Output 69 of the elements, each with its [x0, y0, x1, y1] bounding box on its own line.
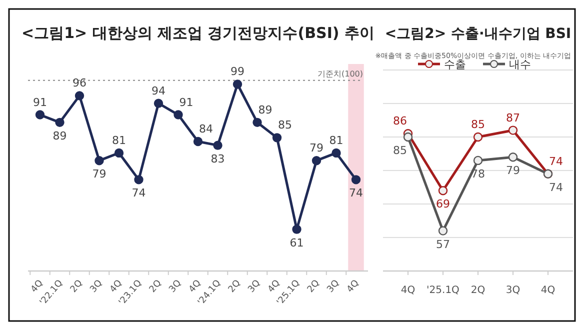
data-label: 84 [199, 122, 213, 136]
x-tick-label: 3Q [88, 278, 105, 295]
x-tick-label: 3Q [246, 278, 263, 295]
data-label: 86 [393, 114, 407, 128]
point [114, 148, 124, 158]
data-label: 91 [179, 96, 194, 109]
data-label: 79 [506, 164, 520, 178]
chart-title: <그림2> 수출·내수기업 BSI [384, 26, 572, 42]
data-label: 83 [210, 152, 225, 166]
point [272, 133, 282, 142]
point [508, 126, 518, 135]
ref-line-label: 기준치(100) [317, 69, 363, 78]
point [473, 156, 483, 166]
data-label: 85 [393, 144, 407, 157]
data-label: 74 [549, 180, 563, 194]
point [55, 118, 64, 128]
x-tick-label: 2Q [148, 278, 164, 295]
data-label: 87 [506, 111, 520, 124]
data-label: 69 [436, 198, 450, 211]
legend-label: 수출 [444, 58, 466, 71]
point [134, 175, 144, 184]
data-label: 79 [310, 142, 324, 155]
point [174, 110, 183, 120]
point [403, 132, 413, 142]
data-label: 91 [33, 96, 47, 109]
data-label: 94 [152, 84, 166, 98]
point [213, 140, 222, 150]
data-label: 79 [92, 168, 106, 181]
x-tick-label: 3Q [168, 278, 184, 295]
data-label: 89 [258, 103, 272, 116]
x-tick-label: '25.1Q [426, 285, 460, 296]
point [232, 80, 242, 89]
x-tick-label: 2Q [470, 285, 486, 296]
point [154, 98, 164, 108]
point [292, 224, 302, 234]
chart-title: <그림1> 대한상의 제조업 경기전망지수(BSI) 추이 [22, 24, 374, 42]
point [252, 118, 262, 128]
point [508, 152, 518, 162]
x-tick-label: 4Q [345, 278, 362, 295]
data-label: 74 [132, 186, 146, 200]
data-label: 89 [52, 129, 67, 142]
point [351, 175, 361, 184]
point [35, 110, 45, 120]
x-tick-label: 2Q [226, 278, 243, 295]
point [438, 186, 448, 196]
point [473, 132, 483, 142]
data-label: 85 [278, 118, 292, 132]
data-label: 81 [329, 134, 344, 147]
data-label: 74 [349, 186, 363, 200]
point [312, 156, 322, 166]
point [94, 156, 104, 166]
data-label: 85 [471, 118, 485, 131]
point [74, 91, 84, 100]
data-label: 61 [290, 236, 304, 250]
x-tick-label: 2Q [306, 278, 322, 295]
point [438, 226, 448, 236]
data-label: 96 [72, 76, 86, 90]
x-tick-label: 4Q [400, 285, 416, 296]
data-label: 81 [112, 134, 126, 147]
data-label: 74 [549, 154, 563, 168]
x-tick-label: 4Q [540, 285, 556, 296]
data-label: 99 [230, 65, 244, 78]
point [332, 148, 341, 158]
x-tick-label: 3Q [506, 285, 520, 296]
data-label: 57 [436, 238, 450, 251]
x-tick-label: 2Q [68, 278, 85, 295]
point [193, 136, 203, 146]
legend-label: 내수 [509, 58, 531, 71]
x-tick-label: 3Q [326, 278, 342, 295]
